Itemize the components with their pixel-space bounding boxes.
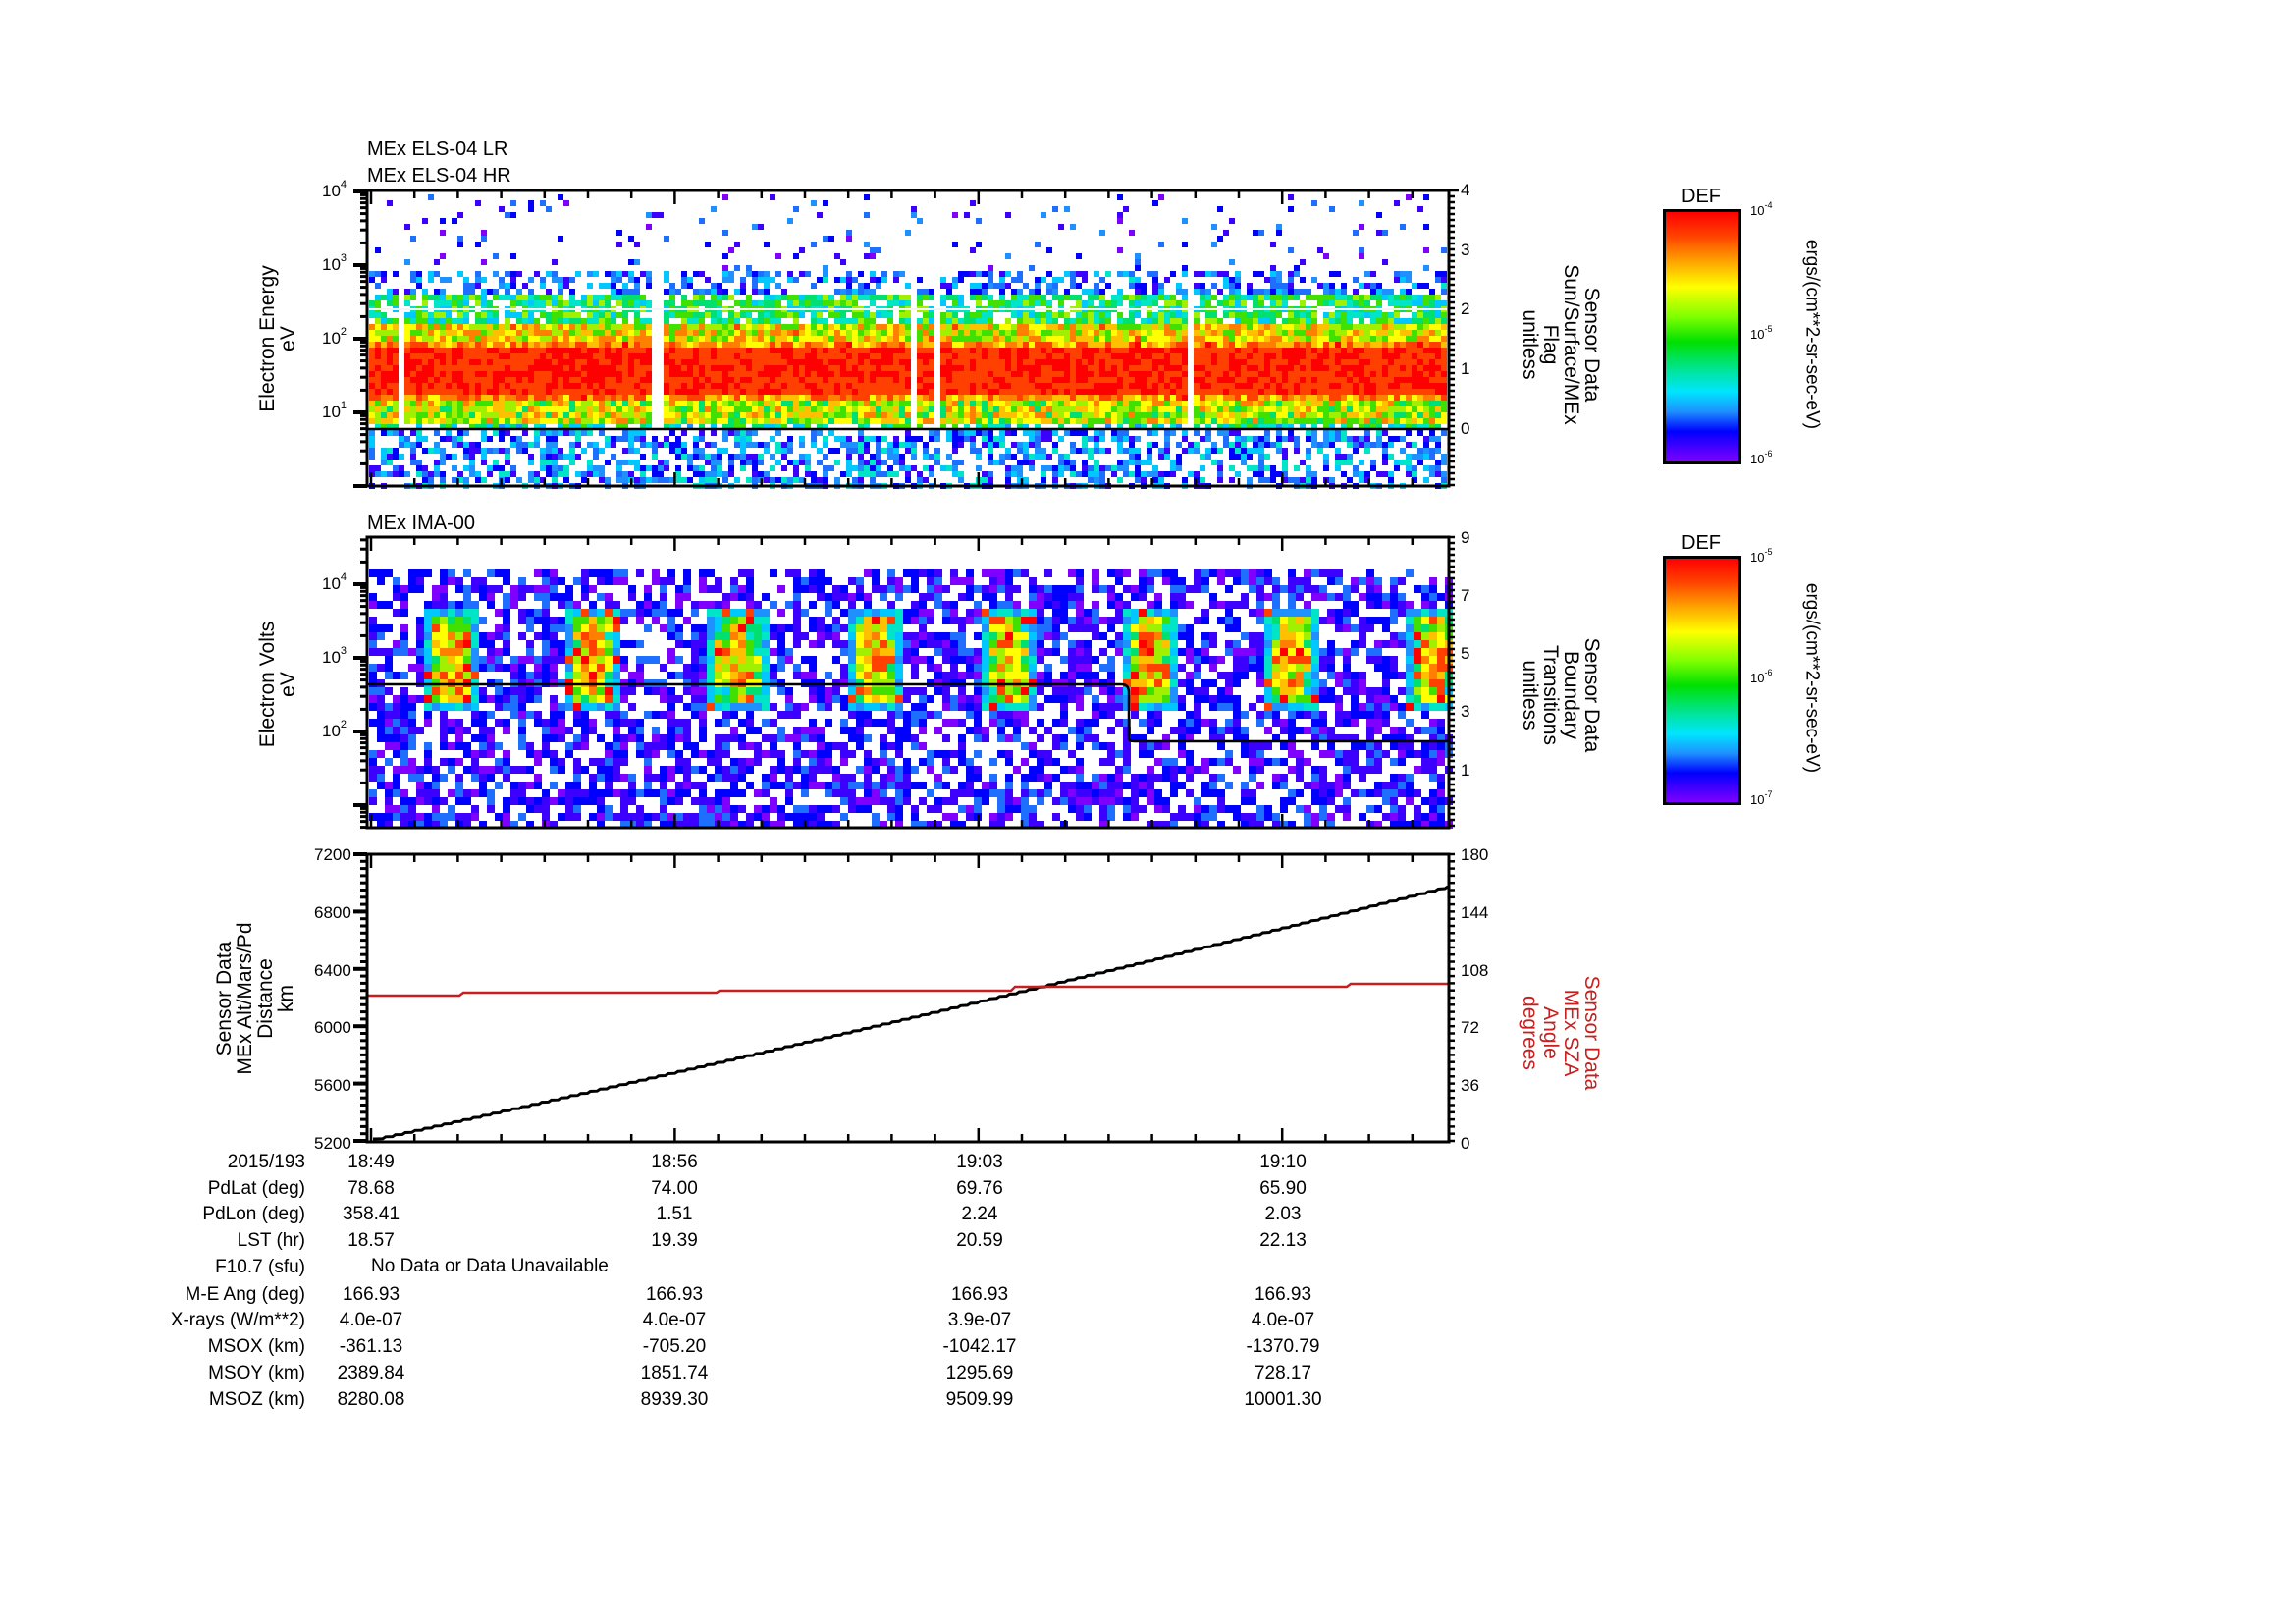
ephem-row-value: 3.9e-07 [947, 1310, 1012, 1330]
orbit-ytick-7200: 7200 [314, 845, 351, 864]
ephem-row-value: 2.24 [961, 1204, 998, 1224]
ephem-row-label: F10.7 (sfu) [215, 1257, 305, 1277]
orbit-ytick-5200: 5200 [314, 1134, 351, 1153]
ephem-row-value: 19.39 [651, 1230, 698, 1251]
ephem-row-value: -1042.17 [942, 1336, 1017, 1357]
time-label-1: 18:56 [651, 1152, 698, 1172]
ephem-row-value: 1851.74 [640, 1363, 709, 1383]
ephem-row-value: 2389.84 [337, 1363, 405, 1383]
ephem-row-value: 8280.08 [337, 1389, 405, 1410]
ephem-row-value: 728.17 [1254, 1363, 1312, 1383]
els-colorbar-units: ergs/(cm**2-sr-sec-eV) [1801, 239, 1823, 430]
orbit-right-ylabel: Sensor Data MEx SZA Angle degrees [1519, 975, 1603, 1091]
ephem-row-value: 1295.69 [945, 1363, 1014, 1383]
els-rtick-4: 4 [1461, 181, 1470, 199]
orbit-rtick-180: 180 [1461, 845, 1489, 864]
ephem-row-value: 10001.30 [1244, 1389, 1322, 1410]
ephem-row-value: 166.93 [645, 1284, 704, 1305]
orbit-ylabel: Sensor Data MEx Alt/Mars/Pd Distance km [213, 922, 297, 1075]
ephem-row-value: 78.68 [347, 1178, 395, 1199]
els-right-ylabel: Sensor Data Sun/Surface/MEx Flag unitless [1519, 264, 1603, 425]
ephem-row-value: 22.13 [1259, 1230, 1307, 1251]
ephem-row-value: 166.93 [1254, 1284, 1312, 1305]
ephem-row-value: 4.0e-07 [642, 1310, 707, 1330]
ima-cbar-tick-mid: 10-6 [1750, 668, 1773, 685]
els-ytick-1e2: 102 [322, 326, 347, 348]
ephem-row-note: No Data or Data Unavailable [371, 1256, 609, 1276]
els-rtick-3: 3 [1461, 241, 1470, 259]
els-title-hr: MEx ELS-04 HR [367, 165, 511, 187]
ima-rtick-9: 9 [1461, 528, 1470, 547]
ephem-row-label: MSOX (km) [207, 1336, 305, 1357]
ephem-row-label: M-E Ang (deg) [185, 1284, 306, 1305]
els-cbar-tick-top: 10-4 [1750, 200, 1773, 218]
ephem-row-value: 1.51 [656, 1204, 693, 1224]
ephem-row-value: -1370.79 [1246, 1336, 1320, 1357]
ima-rtick-1: 1 [1461, 761, 1470, 780]
ephem-row-value: 8939.30 [640, 1389, 709, 1410]
ephem-row-value: 69.76 [956, 1178, 1003, 1199]
ephem-row-label: MSOZ (km) [208, 1389, 305, 1410]
ephem-row-value: 20.59 [956, 1230, 1003, 1251]
ephem-row-value: 18.57 [347, 1230, 395, 1251]
els-rtick-1: 1 [1461, 359, 1470, 378]
els-rtick-2: 2 [1461, 299, 1470, 318]
ephem-row-value: 74.00 [651, 1178, 698, 1199]
ima-rtick-7: 7 [1461, 586, 1470, 605]
ephem-row-label: PdLon (deg) [202, 1204, 305, 1224]
ima-cbar-tick-bot: 10-7 [1750, 789, 1773, 807]
orbit-rtick-36: 36 [1461, 1076, 1479, 1095]
ephem-row-value: 166.93 [950, 1284, 1009, 1305]
ima-ytick-1e3: 103 [322, 645, 347, 667]
ima-rtick-3: 3 [1461, 702, 1470, 721]
ima-ylabel: Electron Volts eV [256, 621, 299, 748]
ima-cbar-tick-top: 10-5 [1750, 547, 1773, 565]
time-label-0: 18:49 [347, 1152, 395, 1172]
orbit-rtick-108: 108 [1461, 961, 1489, 980]
orbit-rtick-0: 0 [1461, 1134, 1470, 1153]
ephem-row-value: 2.03 [1264, 1204, 1302, 1224]
els-ylabel: Electron Energy eV [256, 265, 299, 412]
els-ytick-1e4: 104 [322, 179, 347, 200]
time-label-2: 19:03 [956, 1152, 1003, 1172]
orbit-rtick-144: 144 [1461, 903, 1489, 922]
ephem-row-value: -705.20 [642, 1336, 707, 1357]
ima-ytick-1e2: 102 [322, 719, 347, 740]
orbit-ytick-6400: 6400 [314, 961, 351, 980]
ephem-row-label: LST (hr) [237, 1230, 305, 1251]
els-cbar-tick-mid: 10-5 [1750, 324, 1773, 342]
ephem-row-label: MSOY (km) [208, 1363, 305, 1383]
ima-rtick-5: 5 [1461, 644, 1470, 663]
ima-colorbar [1663, 556, 1741, 805]
ephem-row-value: 166.93 [342, 1284, 400, 1305]
els-rtick-0: 0 [1461, 419, 1470, 438]
orbit-ytick-6800: 6800 [314, 903, 351, 922]
ima-ytick-1e4: 104 [322, 571, 347, 593]
ephem-row-value: 65.90 [1259, 1178, 1307, 1199]
ephem-row-value: 9509.99 [945, 1389, 1014, 1410]
ima-colorbar-title: DEF [1682, 532, 1721, 554]
els-title-lr: MEx ELS-04 LR [367, 138, 508, 160]
ephem-row-value: 358.41 [342, 1204, 400, 1224]
ephem-row-label: X-rays (W/m**2) [170, 1310, 305, 1330]
ima-title: MEx IMA-00 [367, 513, 476, 534]
els-colorbar [1663, 209, 1741, 464]
ephem-row-value: 4.0e-07 [339, 1310, 403, 1330]
ephem-row-value: 4.0e-07 [1251, 1310, 1315, 1330]
ima-right-ylabel: Sensor Data Boundary Transitions unitless [1519, 637, 1603, 753]
orbit-ytick-5600: 5600 [314, 1076, 351, 1095]
orbit-rtick-72: 72 [1461, 1018, 1479, 1037]
els-ytick-1e3: 103 [322, 252, 347, 274]
ephem-date: 2015/193 [227, 1152, 305, 1172]
ephem-row-value: -361.13 [339, 1336, 403, 1357]
ephem-row-label: PdLat (deg) [207, 1178, 305, 1199]
time-label-3: 19:10 [1259, 1152, 1307, 1172]
els-cbar-tick-bot: 10-6 [1750, 449, 1773, 466]
ima-colorbar-units: ergs/(cm**2-sr-sec-eV) [1801, 582, 1823, 774]
els-colorbar-title: DEF [1682, 186, 1721, 207]
orbit-ytick-6000: 6000 [314, 1018, 351, 1037]
els-ytick-1e1: 101 [322, 400, 347, 421]
